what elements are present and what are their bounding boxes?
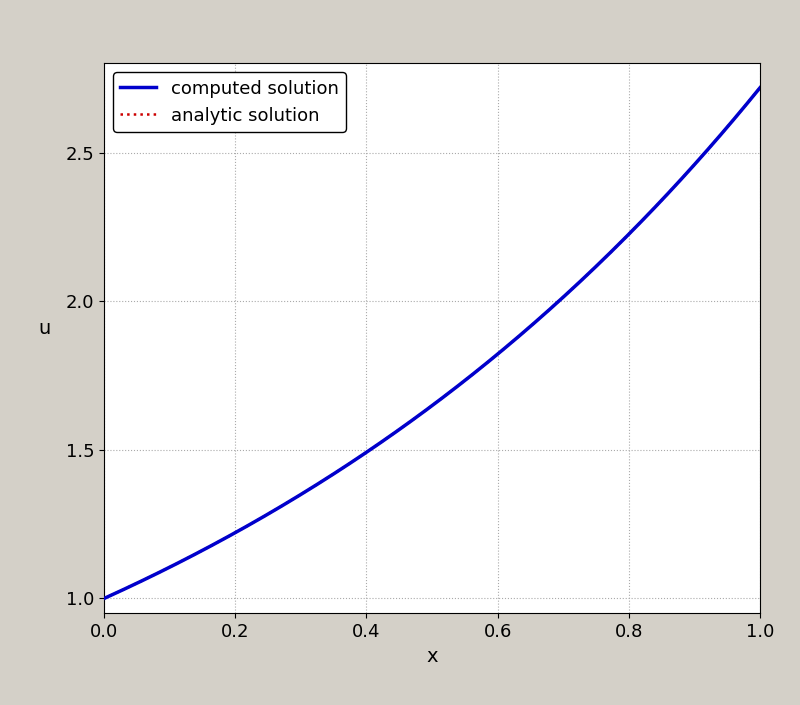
analytic solution	[501, 343, 510, 352]
computed solution	[102, 594, 111, 602]
Legend: computed solution, analytic solution: computed solution, analytic solution	[113, 73, 346, 132]
computed solution	[490, 352, 499, 361]
analytic solution	[755, 83, 765, 92]
analytic solution	[102, 594, 111, 602]
computed solution	[652, 201, 662, 209]
computed solution	[501, 343, 510, 352]
analytic solution	[652, 201, 662, 209]
computed solution	[694, 156, 703, 164]
computed solution	[99, 594, 109, 603]
computed solution	[755, 83, 765, 92]
analytic solution	[487, 354, 497, 362]
analytic solution	[99, 594, 109, 603]
X-axis label: x: x	[426, 646, 438, 666]
Y-axis label: u: u	[38, 319, 51, 338]
computed solution	[487, 354, 497, 362]
analytic solution	[490, 352, 499, 361]
analytic solution	[694, 156, 703, 164]
Line: computed solution: computed solution	[104, 87, 760, 599]
Line: analytic solution: analytic solution	[104, 87, 760, 599]
